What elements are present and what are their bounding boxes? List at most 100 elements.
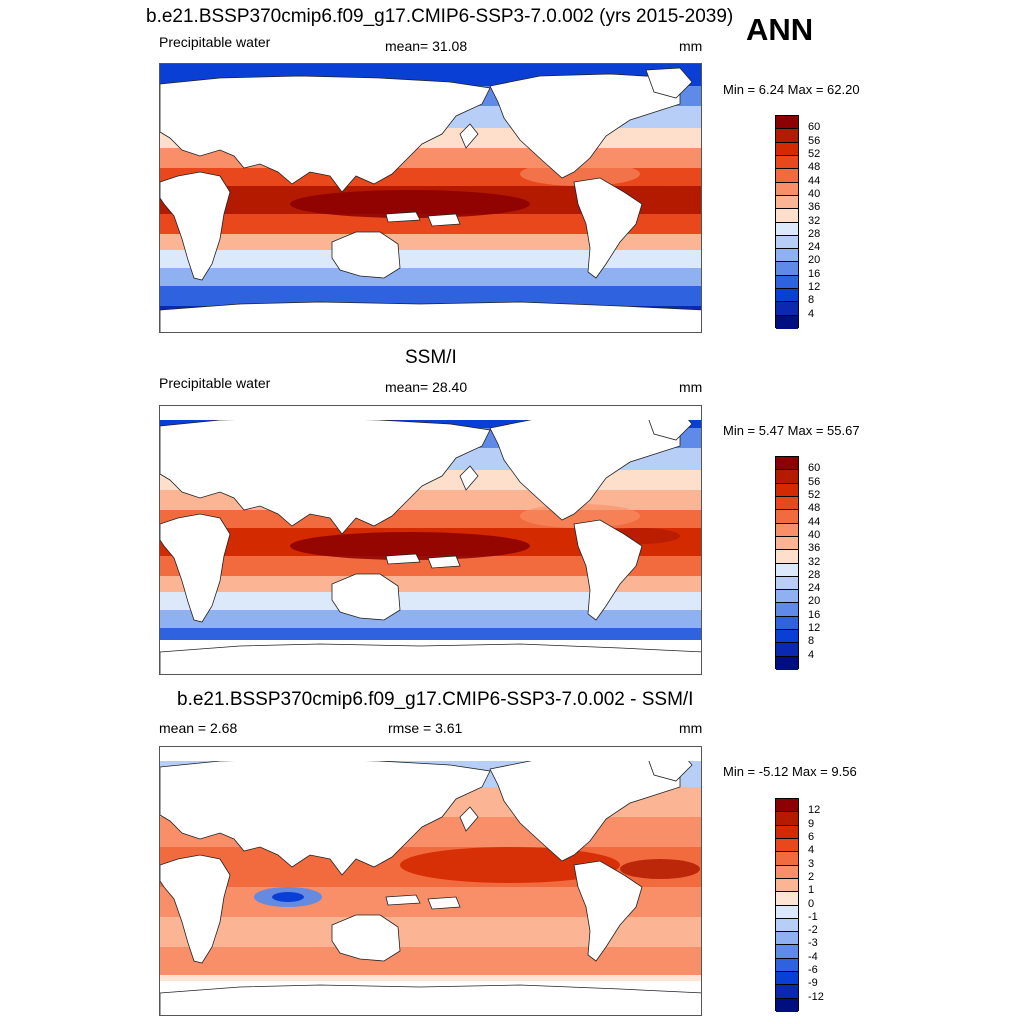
colorbar-swatch <box>776 576 798 591</box>
colorbar-tick-label: 24 <box>808 582 821 595</box>
colorbar-swatch <box>776 563 798 577</box>
colorbar-tick-label: 4 <box>808 844 815 857</box>
panel3-rmse-label: rmse = 3.61 <box>388 720 463 736</box>
colorbar-tick-label: 3 <box>808 857 815 870</box>
colorbar-tick-label: 12 <box>808 622 821 635</box>
colorbar-swatch <box>776 142 798 156</box>
colorbar-swatch <box>776 249 798 263</box>
colorbar-swatch <box>776 812 798 826</box>
colorbar-swatch <box>776 262 798 276</box>
panel3-units: mm <box>679 720 703 736</box>
colorbar-swatch <box>776 457 798 471</box>
colorbar-tick-label: 1 <box>808 884 815 897</box>
panel2-title: SSM/I <box>405 347 457 368</box>
colorbar-swatch <box>776 550 798 564</box>
colorbar-swatch <box>776 129 798 143</box>
colorbar-swatch <box>776 275 798 290</box>
colorbar-swatch <box>776 958 798 973</box>
panel2-map <box>159 405 702 675</box>
colorbar-tick-label: -6 <box>808 964 818 977</box>
continent-outlines <box>160 67 701 332</box>
colorbar-tick-label: -3 <box>808 937 818 950</box>
colorbar-tick-label: -1 <box>808 910 818 923</box>
colorbar-tick-label: 52 <box>808 147 821 160</box>
colorbar-swatch <box>776 892 798 906</box>
colorbar-swatch <box>776 603 798 617</box>
colorbar-swatch <box>776 905 798 919</box>
colorbar-tick-label: 24 <box>808 241 821 254</box>
colorbar-tick-label: -12 <box>808 990 824 1003</box>
colorbar-tick-label: 56 <box>808 134 821 147</box>
colorbar-tick-label: 36 <box>808 542 821 555</box>
colorbar-swatch <box>776 643 798 657</box>
colorbar-swatch <box>776 155 798 170</box>
colorbar-swatch <box>776 470 798 484</box>
colorbar-tick-label: 48 <box>808 502 821 515</box>
colorbar-tick-label: 32 <box>808 555 821 568</box>
colorbar-swatch <box>776 169 798 183</box>
colorbar-tick-label: 40 <box>808 187 821 200</box>
colorbar-tick-label: 8 <box>808 294 815 307</box>
colorbar-tick-label: 28 <box>808 227 821 240</box>
colorbar-swatch <box>776 182 798 196</box>
colorbar-tick-label: 12 <box>808 281 821 294</box>
colorbar-swatch <box>776 496 798 511</box>
colorbar-tick-label: 28 <box>808 568 821 581</box>
panel3-mean-label: mean = 2.68 <box>159 720 238 736</box>
panel2-units: mm <box>679 379 703 395</box>
colorbar-swatch <box>776 932 798 946</box>
colorbar-tick-label: 2 <box>808 870 815 883</box>
season-label: ANN <box>746 12 814 47</box>
colorbar-swatch <box>776 483 798 497</box>
colorbar-swatch <box>776 972 798 986</box>
colorbar-swatch <box>776 315 798 329</box>
panel1-map <box>159 63 702 333</box>
panel1-minmax: Min = 6.24 Max = 62.20 <box>723 82 860 97</box>
panel1-units: mm <box>679 38 703 54</box>
colorbar-swatch <box>776 536 798 551</box>
colorbar-swatch <box>776 209 798 223</box>
colorbar-tick-label: 56 <box>808 475 821 488</box>
colorbar-swatch <box>776 510 798 524</box>
colorbar-tick-label: 36 <box>808 201 821 214</box>
colorbar-tick-label: 0 <box>808 897 815 910</box>
colorbar-tick-label: 16 <box>808 608 821 621</box>
colorbar-tick-label: 4 <box>808 307 815 320</box>
colorbar-swatch <box>776 616 798 631</box>
colorbar-swatch <box>776 289 798 303</box>
colorbar-tick-label: 32 <box>808 214 821 227</box>
colorbar-tick-label: 48 <box>808 161 821 174</box>
colorbar-tick-label: -9 <box>808 977 818 990</box>
colorbar-tick-label: 52 <box>808 488 821 501</box>
colorbar-swatch <box>776 918 798 933</box>
colorbar-swatch <box>776 945 798 959</box>
colorbar-tick-label: 4 <box>808 648 815 661</box>
panel2-variable-label: Precipitable water <box>159 375 271 391</box>
panel2-mean-label: mean= 28.40 <box>385 379 468 395</box>
colorbar-tick-label: -2 <box>808 924 818 937</box>
panel3-title: b.e21.BSSP370cmip6.f09_g17.CMIP6-SSP3-7.… <box>177 689 694 710</box>
panel3-minmax: Min = -5.12 Max = 9.56 <box>723 764 857 779</box>
colorbar-tick-label: 44 <box>808 515 821 528</box>
colorbar-swatch <box>776 865 798 879</box>
colorbar-swatch <box>776 523 798 537</box>
colorbar-swatch <box>776 799 798 813</box>
panel2-minmax: Min = 5.47 Max = 55.67 <box>723 423 860 438</box>
colorbar-tick-label: 16 <box>808 267 821 280</box>
colorbar-tick-label: 60 <box>808 121 821 134</box>
colorbar-swatch <box>776 302 798 316</box>
colorbar-swatch <box>776 656 798 670</box>
panel3-colorbar <box>775 798 799 1012</box>
colorbar-tick-label: 44 <box>808 174 821 187</box>
colorbar-swatch <box>776 630 798 644</box>
panel1-title: b.e21.BSSP370cmip6.f09_g17.CMIP6-SSP3-7.… <box>146 6 734 27</box>
colorbar-swatch <box>776 116 798 130</box>
colorbar-swatch <box>776 838 798 853</box>
colorbar-tick-label: 8 <box>808 635 815 648</box>
colorbar-tick-label: -4 <box>808 950 818 963</box>
colorbar-swatch <box>776 825 798 839</box>
panel1-mean-label: mean= 31.08 <box>385 38 468 54</box>
colorbar-swatch <box>776 852 798 866</box>
colorbar-swatch <box>776 235 798 250</box>
colorbar-tick-label: 40 <box>808 528 821 541</box>
